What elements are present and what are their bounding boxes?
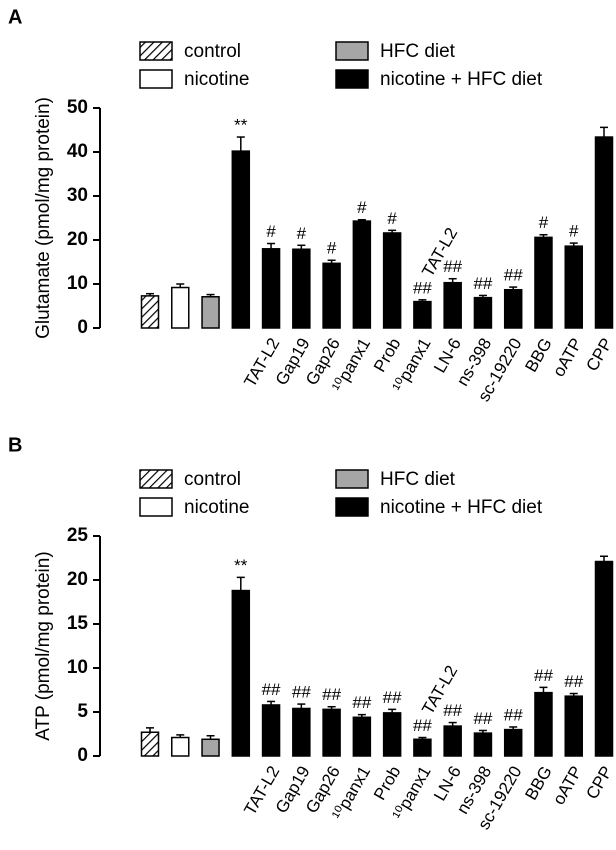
significance-label: ## (443, 257, 462, 276)
bar (564, 695, 583, 757)
panel-label: A (8, 6, 22, 28)
significance-label: ## (473, 274, 492, 293)
bar (322, 262, 341, 329)
y-axis-label: ATP (pmol/mg protein) (33, 551, 54, 740)
bar (382, 712, 402, 757)
legend-label: control (184, 41, 241, 62)
bar (231, 589, 251, 757)
y-axis-label: Glutamate (pmol/mg protein) (33, 97, 54, 339)
significance-label: ## (564, 672, 583, 691)
y-tick-label: 5 (77, 701, 88, 722)
x-tick-label: CPP (582, 335, 616, 375)
bar (594, 560, 614, 757)
bar (594, 136, 614, 329)
legend-label: nicotine + HFC diet (380, 497, 543, 518)
significance-label: # (569, 222, 579, 241)
significance-label: ## (504, 266, 523, 285)
significance-label: ## (383, 688, 402, 707)
bar (534, 236, 553, 329)
significance-label: # (357, 198, 367, 217)
bar (292, 248, 311, 329)
x-tick-label: oATP (549, 763, 586, 808)
significance-label: ## (413, 716, 432, 735)
bar (292, 707, 311, 757)
legend-swatch (139, 69, 173, 89)
legend-swatch (335, 69, 369, 89)
significance-label: ## (413, 278, 432, 297)
bar (352, 220, 372, 329)
significance-label: ## (322, 685, 341, 704)
legend-label: nicotine (184, 497, 250, 518)
bar (261, 704, 281, 757)
panel-label: B (8, 434, 22, 456)
bar (201, 296, 220, 329)
bar (171, 736, 190, 757)
bar (503, 728, 523, 757)
bar (564, 245, 583, 329)
bar (473, 732, 493, 757)
bar (352, 716, 372, 757)
x-tick-label: oATP (549, 335, 586, 380)
significance-label: # (539, 213, 549, 232)
legend-swatch (335, 469, 369, 489)
legend-label: nicotine (184, 69, 250, 90)
y-tick-label: 50 (67, 97, 88, 118)
y-tick-label: 25 (67, 525, 89, 546)
y-tick-label: 15 (67, 613, 89, 634)
legend-swatch (139, 41, 173, 61)
significance-label: # (387, 209, 397, 228)
significance-label: # (297, 224, 307, 243)
significance-label: ## (443, 701, 462, 720)
y-tick-label: 30 (67, 185, 88, 206)
significance-label: ## (534, 666, 553, 685)
bar (322, 708, 341, 757)
y-tick-label: 20 (67, 569, 88, 590)
y-tick-label: 0 (77, 317, 88, 338)
x-tick-label: CPP (582, 763, 616, 803)
bar (413, 738, 432, 757)
bar (413, 300, 432, 329)
significance-label: ## (473, 709, 492, 728)
legend-swatch (335, 41, 369, 61)
legend-swatch (139, 469, 173, 489)
bar (382, 232, 402, 329)
bar (231, 150, 251, 329)
bar (140, 731, 160, 757)
bar (201, 738, 220, 757)
significance-label: # (327, 239, 337, 258)
significance-label: ** (234, 556, 248, 575)
significance-label: ## (292, 683, 311, 702)
bar (534, 691, 553, 757)
bar (171, 286, 190, 329)
bar (140, 295, 160, 329)
bar (261, 248, 281, 329)
y-tick-label: 40 (67, 141, 88, 162)
y-tick-label: 20 (67, 229, 88, 250)
significance-label: ## (504, 705, 523, 724)
legend-label: nicotine + HFC diet (380, 69, 543, 90)
legend-label: HFC diet (380, 41, 456, 62)
legend-swatch (139, 497, 173, 517)
bar (443, 725, 462, 757)
significance-label: # (266, 222, 276, 241)
bar (443, 281, 462, 329)
legend-swatch (335, 497, 369, 517)
significance-label: ## (352, 693, 371, 712)
significance-label: ** (234, 116, 248, 135)
bar (503, 288, 523, 329)
legend-label: HFC diet (380, 469, 456, 490)
legend-label: control (184, 469, 241, 490)
significance-label: ## (262, 680, 281, 699)
y-tick-label: 0 (77, 745, 88, 766)
bar (473, 296, 493, 329)
y-tick-label: 10 (67, 273, 88, 294)
y-tick-label: 10 (67, 657, 88, 678)
